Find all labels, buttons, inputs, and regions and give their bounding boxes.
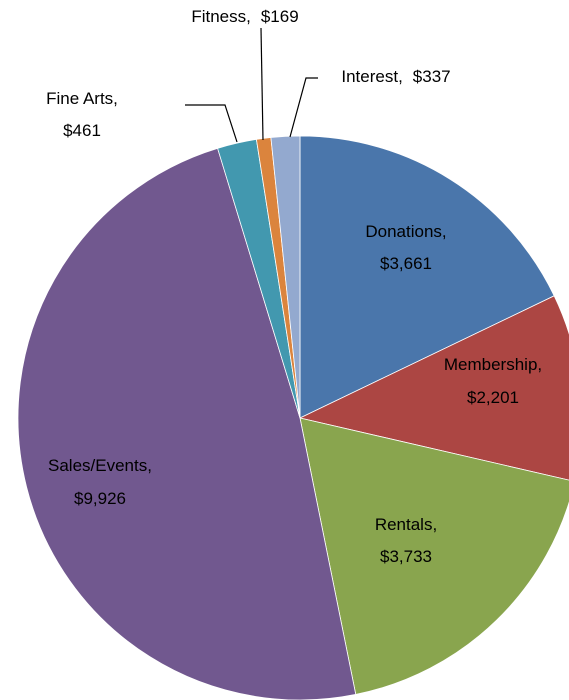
pie [17, 135, 569, 700]
data-label: Fine Arts, $461 [46, 89, 118, 140]
label-value: $3,733 [380, 547, 432, 566]
label-value: $337 [413, 67, 451, 86]
data-label: Donations, $3,661 [365, 222, 446, 273]
label-name: Interest, [341, 67, 402, 86]
label-value: $2,201 [467, 388, 519, 407]
leader-line [185, 104, 238, 143]
data-labels: Donations, $3,661 Membership, $2,201 Rentals… [46, 7, 542, 566]
label-name: Donations, [365, 222, 446, 241]
label-value: $169 [261, 7, 299, 26]
pie-slice [298, 295, 569, 481]
pie-slice [299, 135, 555, 419]
data-label: Membership, $2,201 [444, 355, 542, 407]
label-value: $9,926 [74, 489, 126, 508]
label-name: Membership, [444, 355, 542, 374]
label-name: Fine Arts, [46, 89, 118, 108]
label-value: $461 [63, 121, 101, 140]
pie-slice [270, 135, 301, 419]
data-label: Fitness, $169 [191, 7, 298, 26]
label-name: Rentals, [375, 515, 437, 534]
pie-slice [299, 417, 569, 695]
data-label: Sales/Events, $9,926 [48, 456, 152, 508]
data-label: Interest, $337 [341, 67, 450, 86]
label-value: $3,661 [380, 254, 432, 273]
label-name: Sales/Events, [48, 456, 152, 475]
data-label: Rentals, $3,733 [375, 515, 437, 566]
label-name: Fitness, [191, 7, 251, 26]
leader-line [260, 27, 264, 141]
pie-slice [17, 147, 357, 700]
leader-line [289, 77, 318, 138]
